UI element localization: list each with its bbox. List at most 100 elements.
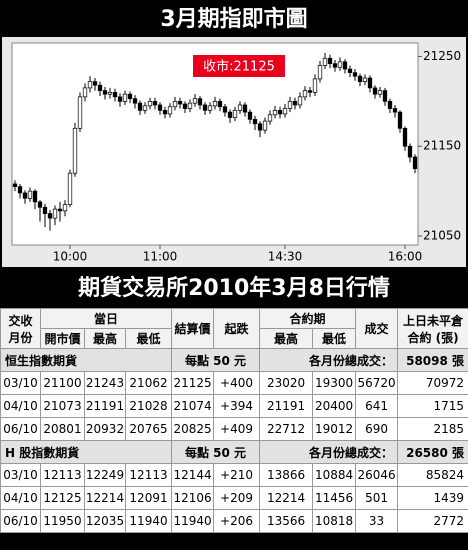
- y-tick-label: 21250: [423, 49, 461, 63]
- candle-body: [112, 92, 118, 98]
- cell: 03/10: [0, 463, 41, 487]
- candle-body: [397, 111, 403, 129]
- header-cell: 當日: [39, 308, 173, 329]
- header-cell: 開市價: [40, 328, 85, 349]
- cell: +400: [213, 371, 261, 395]
- x-tick-label: 16:00: [388, 250, 423, 264]
- chart-title: 3月期指即市圖: [160, 6, 307, 32]
- x-tick-label: 14:30: [268, 250, 303, 264]
- cell: 每點 50 元: [171, 348, 261, 372]
- candle-body: [377, 90, 383, 95]
- cell: 12091: [124, 486, 173, 510]
- cell: 12214: [259, 486, 314, 510]
- cell: 19300: [312, 371, 357, 395]
- row: 恒生指數期貨 每點 50 元各月份總成交： 58098 張: [0, 348, 468, 372]
- cell: 各月份總成交：: [259, 440, 399, 464]
- candle-body: [387, 101, 393, 109]
- cell: 12144: [171, 463, 215, 487]
- cell: 20765: [124, 417, 173, 441]
- candle-body: [227, 111, 233, 118]
- cell: 13866: [259, 463, 314, 487]
- cell: 56720: [355, 371, 399, 395]
- cell: 690: [355, 417, 399, 441]
- cell: 85824: [397, 463, 468, 487]
- candle-body: [142, 105, 148, 111]
- cell: 21028: [124, 394, 173, 418]
- candle-body: [212, 101, 218, 107]
- row: 03/10 12113 12249 12113 12144 +210 13866 10884 2…: [0, 463, 468, 487]
- quote-table: 交收 月份 當日 結算價 起跌 合約期 成交 上日未平倉 合約 (張) 開市價 最高…: [0, 308, 468, 533]
- cell: 21074: [171, 394, 215, 418]
- header-cell: 結算價: [171, 308, 215, 349]
- header-text: 月份: [8, 330, 33, 345]
- candle-body: [332, 63, 338, 68]
- candle-body: [352, 72, 358, 77]
- candle-body: [282, 108, 288, 115]
- candle-body: [147, 101, 153, 107]
- candle-body: [222, 106, 228, 113]
- candle-body: [167, 106, 173, 115]
- candle-body: [207, 105, 213, 111]
- cell: 2185: [397, 417, 468, 441]
- chart: 3月期指即市圖 期貨交易所2010年3月8日行情 21050 21150 21250…: [2, 6, 466, 301]
- candle-body: [372, 87, 378, 95]
- candle-body: [117, 96, 123, 102]
- row: 04/10 12125 12214 12091 12106 +209 12214 11456 5…: [0, 486, 468, 510]
- candle-body: [327, 57, 333, 64]
- x-tick-label: 11:00: [143, 250, 178, 264]
- candle-body: [367, 77, 373, 89]
- cell: 12113: [124, 463, 173, 487]
- cell: 20932: [84, 417, 126, 441]
- candle-body: [12, 183, 18, 187]
- cell: 12125: [40, 486, 85, 510]
- cell: 11940: [171, 509, 215, 533]
- candle-body: [72, 127, 78, 174]
- header-cell: 最低: [124, 328, 173, 349]
- cell: 11950: [40, 509, 85, 533]
- cell: 1439: [397, 486, 468, 510]
- candle-body: [287, 101, 293, 109]
- candle-body: [272, 109, 278, 116]
- cell: 2772: [397, 509, 468, 533]
- cell: +210: [213, 463, 261, 487]
- cell: +409: [213, 417, 261, 441]
- candle-body: [242, 104, 248, 113]
- cell: +209: [213, 486, 261, 510]
- candle-body: [32, 190, 38, 203]
- candle-body: [27, 190, 33, 199]
- candle-body: [247, 111, 253, 120]
- cell: 12106: [171, 486, 215, 510]
- candle-body: [127, 93, 133, 100]
- candle-body: [402, 127, 408, 147]
- candle-body: [57, 208, 63, 212]
- candle-body: [77, 96, 83, 129]
- header-cell: 最低: [312, 328, 357, 349]
- header-cell: 最高: [259, 328, 314, 349]
- cell: 12214: [84, 486, 126, 510]
- candle-body: [407, 145, 413, 158]
- cell: H 股指數期貨: [0, 440, 173, 464]
- candle-body: [337, 61, 343, 68]
- header-cell: 起跌: [213, 308, 261, 349]
- candle-body: [52, 208, 58, 219]
- cell: 1715: [397, 394, 468, 418]
- header-cell: 最高: [84, 328, 126, 349]
- candle-body: [232, 109, 238, 118]
- cell: 26580 張: [397, 440, 468, 464]
- candle-body: [252, 118, 258, 125]
- header-text: 合約 (張): [407, 330, 459, 345]
- candle-body: [342, 61, 348, 70]
- candle-body: [217, 101, 223, 108]
- candle-body: [177, 101, 183, 105]
- row: 04/10 21073 21191 21028 21074 +394 21191 20400 6…: [0, 394, 468, 418]
- header-text: 交收: [8, 313, 33, 328]
- cell: 501: [355, 486, 399, 510]
- cell: 03/10: [0, 371, 41, 395]
- candle-body: [262, 120, 268, 131]
- cell: 04/10: [0, 394, 41, 418]
- candle-body: [17, 186, 23, 194]
- cell: 06/10: [0, 417, 41, 441]
- row: 03/10 21100 21243 21062 21125 +400 23020 19300 5…: [0, 371, 468, 395]
- candle-body: [392, 108, 398, 113]
